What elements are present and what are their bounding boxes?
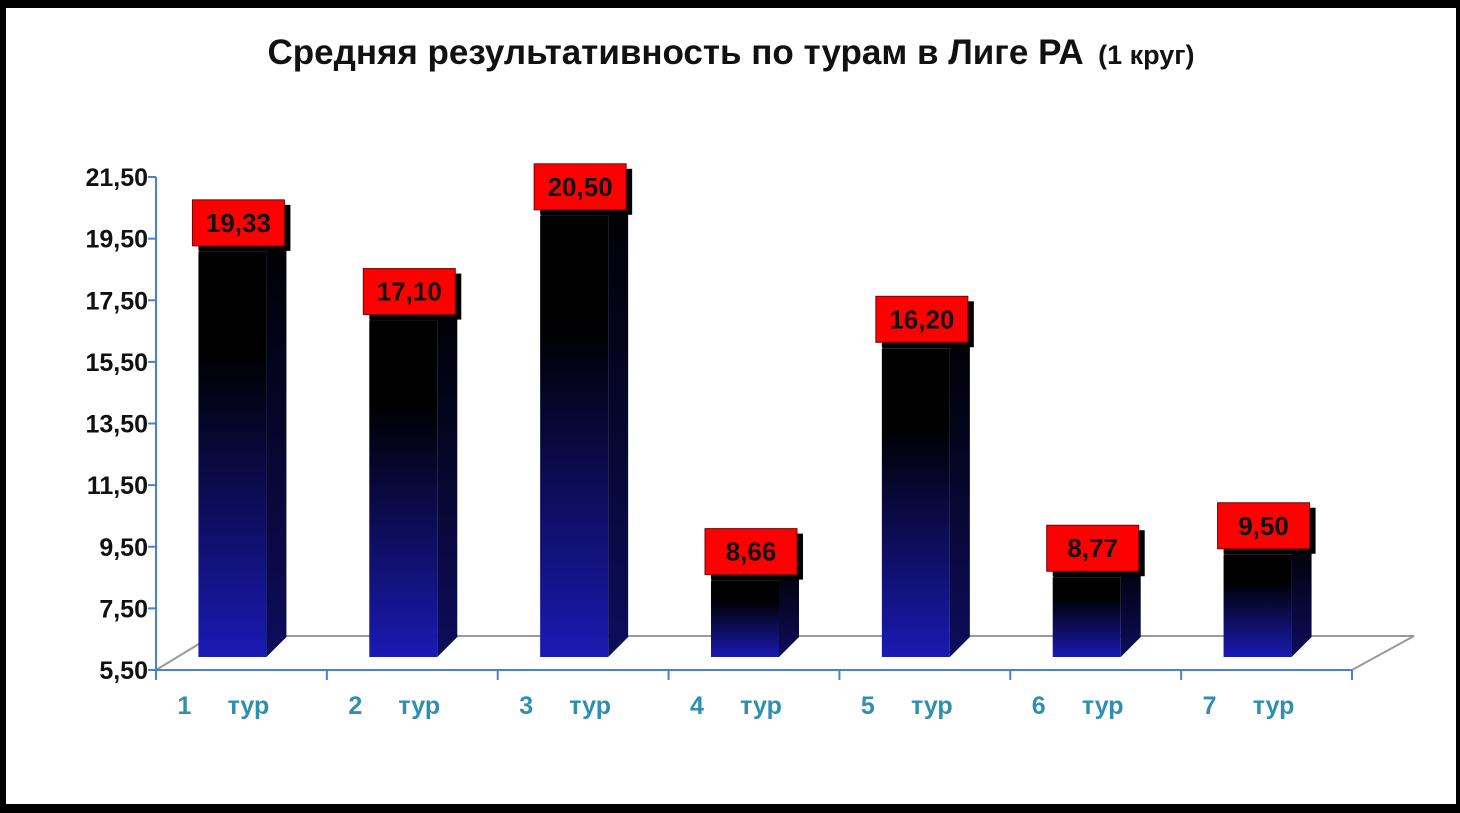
bar-front <box>369 320 438 657</box>
x-tick-number: 3 <box>519 692 533 720</box>
bar-front <box>1052 577 1121 657</box>
bar-front <box>1223 554 1292 657</box>
y-tick-label: 5,50 <box>99 657 148 685</box>
data-label-text: 9,50 <box>1238 511 1289 541</box>
x-tick-number: 5 <box>861 692 875 720</box>
bar-side <box>949 328 970 657</box>
data-label-text: 19,33 <box>206 208 271 238</box>
bar-side <box>437 300 458 657</box>
data-label: 8,77 <box>1046 524 1145 577</box>
x-tick-word: тур <box>1253 692 1295 720</box>
bar <box>1223 534 1312 657</box>
chart-title-main: Средняя результативность по турам в Лиге… <box>267 33 1083 72</box>
bar-front <box>881 348 950 657</box>
chart-title: Средняя результативность по турам в Лиге… <box>267 33 1194 72</box>
data-label: 16,20 <box>875 295 974 348</box>
y-tick-label: 21,50 <box>85 164 148 192</box>
y-tick-label: 7,50 <box>99 595 148 623</box>
chart-axes <box>155 177 1353 680</box>
x-tick-word: тур <box>228 692 270 720</box>
x-tick-word: тур <box>398 692 440 720</box>
data-label-box <box>362 268 456 316</box>
x-tick-label: 2 тур <box>348 692 440 720</box>
bar-side <box>1120 557 1141 657</box>
data-label-text: 8,77 <box>1067 533 1118 563</box>
data-label: 20,50 <box>533 163 633 215</box>
data-label-box <box>704 528 798 576</box>
x-tick-number: 6 <box>1032 692 1046 720</box>
x-tick-word: тур <box>911 692 953 720</box>
y-tick-label: 17,50 <box>85 287 148 315</box>
data-label: 8,66 <box>704 528 803 580</box>
x-tick-label: 4 тур <box>690 692 782 720</box>
data-label-box <box>533 163 627 211</box>
bar-side <box>1291 534 1312 657</box>
x-tick-word: тур <box>740 692 782 720</box>
data-label-box <box>1217 502 1311 550</box>
x-tick-label: 1 тур <box>177 692 269 720</box>
data-label-box <box>191 199 285 247</box>
data-label-text: 8,66 <box>726 537 777 567</box>
data-label: 19,33 <box>191 199 291 251</box>
chart-subtitle: (1 круг) <box>1098 40 1194 70</box>
bar <box>369 300 458 657</box>
bar-series <box>198 195 1312 657</box>
y-tick-label: 9,50 <box>99 534 148 562</box>
x-tick-number: 7 <box>1203 692 1217 720</box>
bar <box>198 231 287 657</box>
x-tick-number: 4 <box>690 692 704 720</box>
chart-panel: Средняя результативность по турам в Лиге… <box>6 8 1456 804</box>
y-tick-label: 11,50 <box>87 472 148 500</box>
data-label: 17,10 <box>362 268 462 320</box>
bar-side <box>779 560 799 657</box>
x-tick-label: 6 тур <box>1032 692 1124 720</box>
bar-front <box>711 580 779 657</box>
x-tick-word: тур <box>1082 692 1124 720</box>
data-labels: 19,33 17,10 20,50 8,66 16,20 8,77 9,50 <box>191 163 1316 580</box>
bar-side <box>608 195 629 657</box>
x-tick-label: 7 тур <box>1203 692 1295 720</box>
bar <box>540 195 629 657</box>
x-tick-number: 2 <box>348 692 362 720</box>
bar <box>881 328 970 657</box>
data-label-box <box>1046 524 1140 572</box>
data-label-text: 20,50 <box>548 172 613 202</box>
data-label: 9,50 <box>1217 502 1316 554</box>
data-label-text: 16,20 <box>889 304 954 334</box>
x-tick-number: 1 <box>177 692 191 720</box>
bar-side <box>266 231 287 657</box>
data-label-box <box>875 295 969 343</box>
x-tick-label: 3 тур <box>519 692 611 720</box>
y-tick-label: 13,50 <box>85 411 148 439</box>
bar-front <box>198 251 267 657</box>
y-tick-label: 15,50 <box>85 349 148 377</box>
x-tick-label: 5 тур <box>861 692 953 720</box>
x-tick-word: тур <box>569 692 611 720</box>
data-label-text: 17,10 <box>377 277 442 307</box>
bar-chart: Средняя результативность по турам в Лиге… <box>85 33 1415 720</box>
bar-front <box>540 215 609 657</box>
y-axis-ticks: 5,50 7,50 9,50 11,50 13,50 15,50 17,50 19,50 21,… <box>85 164 156 685</box>
x-axis-ticks: 1 тур 2 тур 3 тур 4 тур 5 тур 6 тур 7 тур <box>177 692 1294 720</box>
y-tick-label: 19,50 <box>85 226 148 254</box>
